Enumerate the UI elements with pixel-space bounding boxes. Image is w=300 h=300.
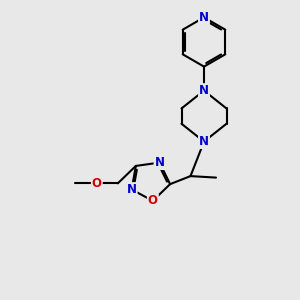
Text: O: O [92,177,102,190]
Text: N: N [154,156,165,169]
Text: N: N [199,135,209,148]
Text: N: N [127,183,137,196]
Text: N: N [199,84,209,97]
Text: O: O [148,194,158,207]
Text: N: N [199,11,209,24]
